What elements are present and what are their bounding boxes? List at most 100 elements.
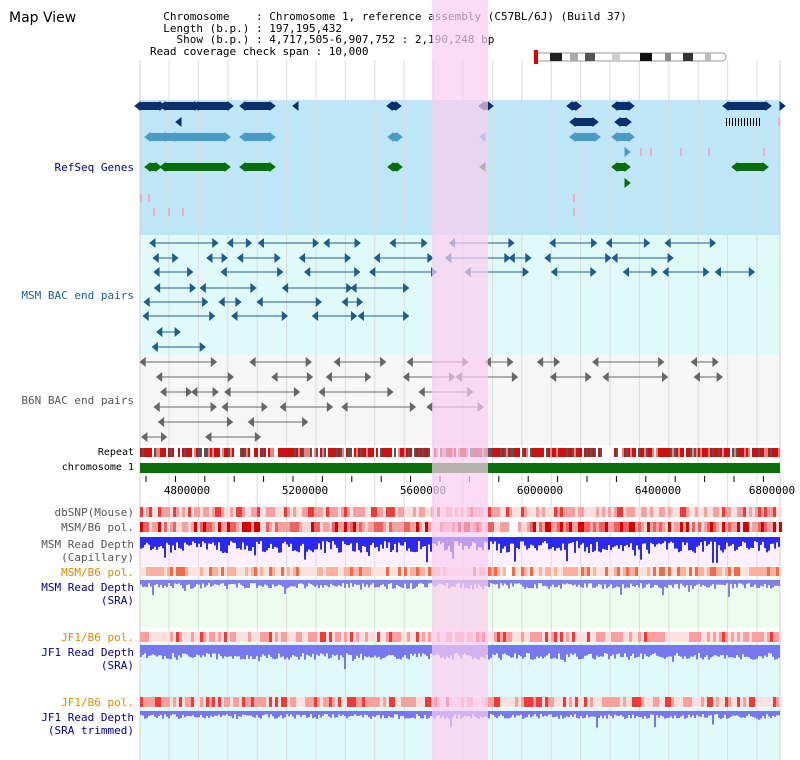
depth-bar — [194, 537, 196, 543]
depth-bar — [762, 580, 764, 587]
depth-bar — [234, 580, 236, 585]
heat-cell — [374, 567, 377, 576]
depth-bar — [710, 537, 712, 542]
depth-bar — [396, 537, 398, 553]
track-label-jf1-depth-trimmed: JF1 Read Depth (SRA trimmed) — [41, 711, 134, 737]
heat-cell — [710, 507, 713, 517]
heat-cell — [353, 507, 356, 517]
depth-bar — [144, 711, 146, 719]
depth-bar — [628, 580, 630, 588]
repeat-element — [644, 448, 646, 457]
heat-cell — [683, 632, 686, 642]
depth-bar — [190, 711, 192, 717]
heat-cell — [362, 567, 365, 576]
depth-bar — [718, 711, 720, 718]
bac-end-marker — [153, 401, 160, 413]
read-depth-tracks[interactable] — [140, 537, 780, 728]
track-label-msm-bac[interactable]: MSM BAC end pairs — [21, 289, 134, 302]
heat-cell — [551, 632, 554, 642]
heat-cell — [656, 697, 659, 707]
chromosome-ideogram[interactable] — [533, 50, 727, 64]
depth-bar — [368, 580, 370, 588]
ideogram-band — [585, 53, 595, 61]
heat-cell — [227, 522, 230, 532]
heat-cell — [254, 697, 257, 707]
depth-bar — [396, 580, 398, 585]
depth-bar — [516, 580, 518, 584]
bac-end-marker — [212, 237, 219, 249]
depth-bar — [308, 645, 310, 656]
depth-bar — [668, 645, 670, 657]
bac-end-marker — [522, 266, 529, 278]
depth-bar — [158, 537, 160, 547]
repeat-element — [156, 448, 158, 457]
heat-cell — [716, 632, 719, 642]
heat-cell — [641, 507, 644, 517]
depth-bar — [298, 711, 300, 715]
depth-bar — [668, 537, 670, 544]
depth-bar — [548, 537, 550, 550]
depth-bar — [530, 580, 532, 588]
heat-cell — [296, 522, 299, 532]
depth-bar — [662, 580, 664, 596]
heat-cell — [311, 567, 314, 576]
depth-bar — [714, 645, 716, 656]
heat-cell — [419, 567, 422, 576]
bac-end-marker — [236, 252, 244, 264]
heat-cell — [164, 567, 167, 576]
heat-cell — [740, 567, 743, 576]
depth-bar — [558, 537, 560, 548]
heat-cell — [257, 567, 260, 576]
heat-cell — [608, 507, 611, 517]
bac-end-marker — [156, 326, 163, 338]
depth-bar — [678, 537, 680, 553]
repeat-element — [264, 448, 266, 457]
repeat-element — [668, 448, 670, 457]
refseq-gene-track[interactable] — [134, 100, 786, 216]
depth-bar — [732, 537, 734, 545]
depth-bar — [750, 645, 752, 659]
repeat-element — [250, 448, 252, 457]
bac-end-marker — [350, 310, 358, 322]
depth-bar — [240, 711, 242, 717]
heat-cell — [536, 567, 539, 576]
gene-strand-arrow — [731, 161, 738, 173]
repeat-element — [588, 448, 590, 457]
bac-end-marker — [389, 237, 396, 249]
repeat-element — [734, 448, 736, 457]
heat-cell — [494, 697, 497, 707]
gene-feature — [165, 163, 225, 171]
depth-bar — [362, 537, 364, 546]
exon-tick — [735, 118, 736, 126]
heat-cell — [767, 522, 770, 532]
bac-end-marker — [354, 266, 361, 278]
depth-bar — [170, 580, 172, 586]
depth-bar — [580, 645, 582, 660]
heat-cell — [254, 522, 257, 532]
depth-bar — [318, 580, 320, 589]
depth-bar — [496, 711, 498, 719]
depth-bar — [224, 580, 226, 586]
repeat-element — [682, 448, 684, 457]
depth-bar — [336, 580, 338, 587]
depth-bar — [266, 645, 268, 659]
heat-cell — [350, 632, 353, 642]
heat-cell — [425, 632, 428, 642]
polymorphism-heatmaps[interactable] — [140, 507, 782, 707]
msm-bac-track[interactable] — [142, 237, 756, 353]
repeat-element — [692, 448, 694, 457]
heat-cell — [386, 567, 389, 576]
feature-arrow — [779, 100, 786, 112]
depth-bar — [418, 645, 420, 654]
depth-bar — [776, 711, 778, 716]
bac-end-marker — [139, 356, 146, 368]
track-label-b6n-bac[interactable]: B6N BAC end pairs — [21, 394, 134, 407]
heat-cell — [593, 522, 596, 532]
depth-bar — [488, 711, 490, 719]
track-label-refseq[interactable]: RefSeq Genes — [54, 161, 134, 174]
exon-tick — [732, 118, 733, 126]
depth-bar — [198, 580, 200, 585]
depth-bar — [740, 537, 742, 547]
depth-bar — [240, 537, 242, 550]
